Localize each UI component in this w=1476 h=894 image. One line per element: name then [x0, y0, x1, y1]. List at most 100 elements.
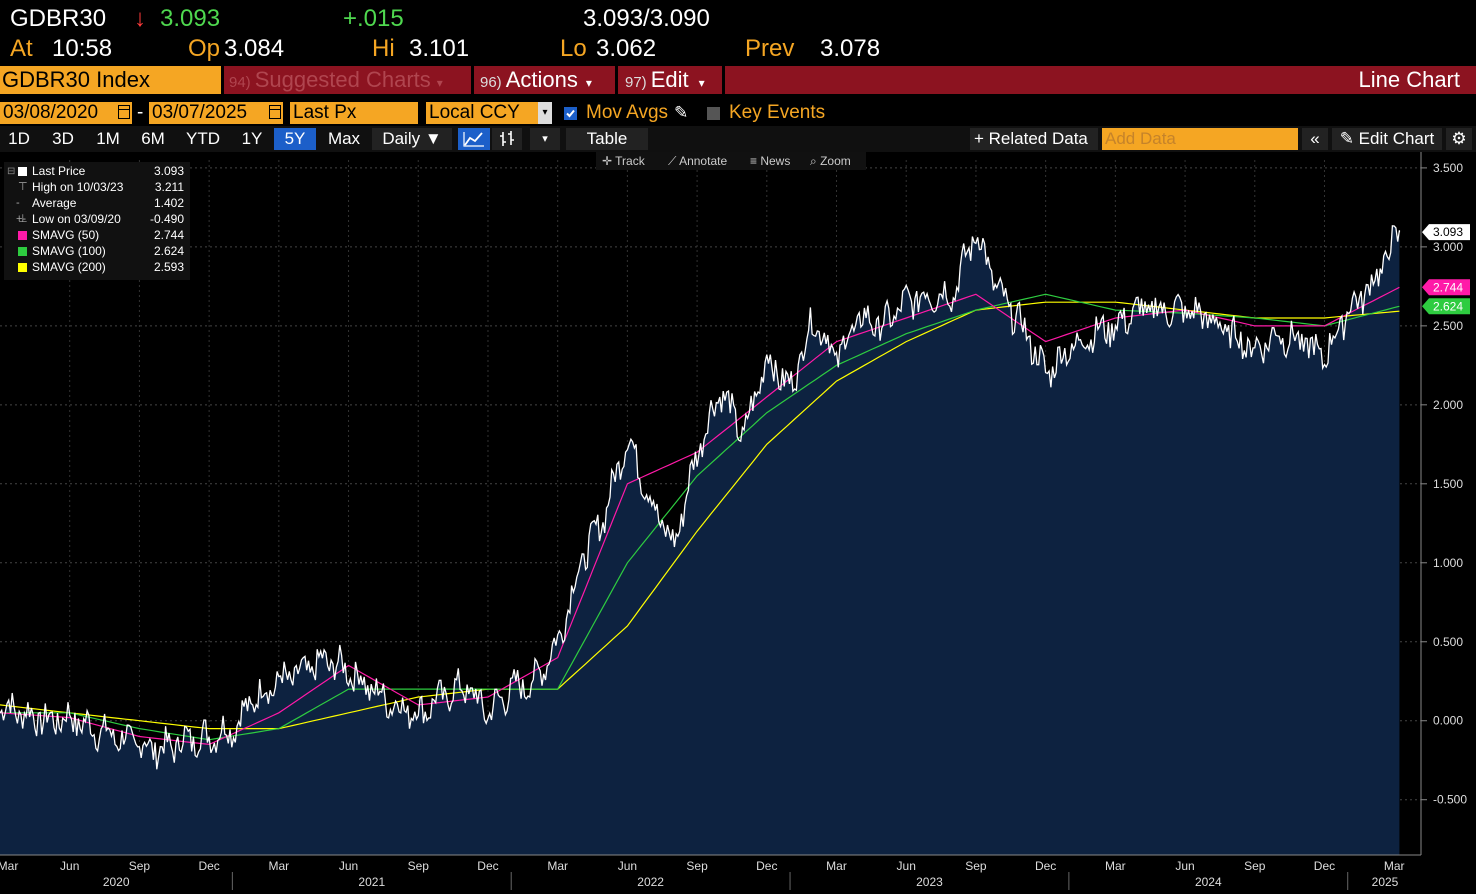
news-tool[interactable]: ≡ News: [750, 152, 790, 170]
x-tick-label: Dec: [198, 859, 219, 873]
zoom-label: Zoom: [820, 154, 851, 168]
y-tick-label: 0.000: [1433, 714, 1463, 728]
legend-value: 3.093: [153, 164, 184, 178]
open-value: 3.084: [224, 35, 285, 62]
suggested-label: Suggested Charts: [254, 67, 431, 92]
y-tick-label: 0.500: [1433, 635, 1463, 649]
calendar-icon[interactable]: [269, 105, 281, 119]
bar-chart-icon[interactable]: [492, 128, 522, 150]
x-tick-label: Dec: [477, 859, 498, 873]
x-tick-label: Mar: [269, 859, 290, 873]
annotate-label: Annotate: [679, 154, 728, 168]
quote-header: GDBR30 ↓ 3.093 +.015 3.093/3.090 At 10:5…: [0, 0, 1476, 64]
currency-value: Local CCY: [429, 102, 520, 123]
x-tick-label: Dec: [1035, 859, 1056, 873]
axis-value-tags: 3.093 2.744 2.624: [1422, 224, 1470, 315]
settings-gear-icon[interactable]: ⚙: [1446, 128, 1472, 150]
chevron-down-icon[interactable]: ▾: [530, 128, 560, 150]
field-selector[interactable]: Last Px: [290, 102, 418, 124]
x-tick-label: Jun: [897, 859, 916, 873]
legend-name: Average: [32, 196, 77, 210]
legend-row: -+- Average 1.402: [4, 195, 190, 225]
y-tick-label: 2.000: [1433, 398, 1463, 412]
low-value: 3.062: [596, 35, 657, 62]
zoom-tool[interactable]: ⌕ Zoom: [810, 152, 851, 170]
range-ytd[interactable]: YTD: [186, 129, 220, 148]
range-max[interactable]: Max: [327, 129, 361, 148]
start-date-value: 03/08/2020: [3, 102, 99, 123]
at-label: At: [10, 35, 33, 62]
y-tick-label: 3.000: [1433, 240, 1463, 254]
security-field[interactable]: GDBR30 Index: [0, 66, 221, 94]
track-label: Track: [615, 154, 645, 168]
table-button[interactable]: Table: [566, 128, 648, 150]
x-tick-label: Jun: [1175, 859, 1194, 873]
actions-menu[interactable]: 96) Actions ▾: [480, 66, 614, 94]
calendar-icon[interactable]: [118, 105, 130, 119]
chevron-down-icon: ▾: [436, 76, 443, 90]
x-tick-label: Mar: [547, 859, 568, 873]
annotate-icon: ⟋: [668, 154, 680, 168]
collapse-icon[interactable]: «: [1302, 128, 1328, 150]
range-1m[interactable]: 1M: [96, 129, 120, 148]
currency-selector[interactable]: Local CCY ▾: [426, 102, 552, 124]
x-tick-label: Mar: [1384, 859, 1405, 873]
x-tick-label: Jun: [339, 859, 358, 873]
suggested-charts-menu[interactable]: 94) Suggested Charts ▾: [229, 66, 469, 94]
line-chart-icon[interactable]: [458, 128, 490, 150]
mov-avgs-checkbox[interactable]: [564, 107, 577, 120]
legend-name: Low on 03/09/20: [32, 212, 121, 226]
end-date-field[interactable]: 03/07/2025: [149, 102, 283, 124]
add-data-input[interactable]: Add Data: [1102, 128, 1298, 150]
pencil-icon[interactable]: ✎: [674, 103, 689, 122]
related-data-button[interactable]: + Related Data: [970, 128, 1098, 150]
edit-menu[interactable]: 97) Edit ▾: [625, 66, 721, 94]
collapse-legend-icon[interactable]: ⊟: [7, 166, 16, 177]
legend-value: 2.744: [153, 228, 184, 242]
legend-name: SMAVG (50): [32, 228, 100, 242]
price-chart[interactable]: 3.500 3.000 2.500 2.000 1.500 1.000 0.500 0.000…: [0, 152, 1476, 894]
range-5y[interactable]: 5Y: [274, 128, 316, 150]
annotate-tool[interactable]: ⟋ Annotate: [668, 152, 727, 170]
key-events-label[interactable]: Key Events: [729, 102, 826, 123]
x-tick-label: Sep: [408, 859, 430, 873]
legend-row: SMAVG (50) 2.744: [4, 227, 190, 243]
legend-name: SMAVG (100): [32, 244, 106, 258]
range-6m[interactable]: 6M: [141, 129, 165, 148]
chevron-down-icon[interactable]: ▾: [538, 102, 552, 124]
legend-value: -0.490: [149, 212, 184, 226]
x-tick-label: Jun: [60, 859, 79, 873]
crosshair-icon: ✛: [602, 154, 616, 168]
x-tick-label: Mar: [0, 859, 18, 873]
edit-label: Edit: [650, 67, 689, 92]
edit-chart-button[interactable]: ✎ Edit Chart: [1332, 128, 1442, 150]
track-tool[interactable]: ✛ Track: [602, 152, 645, 170]
down-arrow-icon: ↓: [134, 5, 146, 32]
y-tick-label: 2.500: [1433, 319, 1463, 333]
legend-name: Last Price: [32, 164, 86, 178]
zoom-icon: ⌕: [810, 154, 821, 168]
news-label: News: [760, 154, 791, 168]
period-dropdown[interactable]: Daily ▼: [372, 128, 452, 150]
axis-value-tag-label: 2.744: [1433, 280, 1463, 294]
low-marker-icon: ⊥: [18, 213, 28, 225]
key-events-checkbox[interactable]: [707, 107, 720, 120]
chevron-down-icon: ▾: [698, 76, 705, 90]
prev-value: 3.078: [820, 35, 881, 62]
x-year-label: 2022: [637, 875, 664, 889]
quote-time: 10:58: [52, 35, 113, 62]
range-3d[interactable]: 3D: [52, 129, 74, 148]
legend-name: High on 10/03/23: [32, 180, 124, 194]
legend-swatch: [18, 247, 27, 256]
range-1y[interactable]: 1Y: [241, 129, 263, 148]
actions-num: 96): [480, 74, 502, 91]
y-axis: 3.500 3.000 2.500 2.000 1.500 1.000 0.500 0.000…: [1420, 152, 1467, 855]
axis-value-tag: [1422, 298, 1470, 315]
legend-swatch: [18, 231, 27, 240]
start-date-field[interactable]: 03/08/2020: [0, 102, 132, 124]
bid-ask: 3.093/3.090: [583, 5, 710, 32]
y-tick-label: -0.500: [1433, 793, 1467, 807]
legend-row: SMAVG (100) 2.624: [4, 243, 190, 259]
range-1d[interactable]: 1D: [8, 129, 30, 148]
mov-avgs-label[interactable]: Mov Avgs: [586, 102, 669, 123]
